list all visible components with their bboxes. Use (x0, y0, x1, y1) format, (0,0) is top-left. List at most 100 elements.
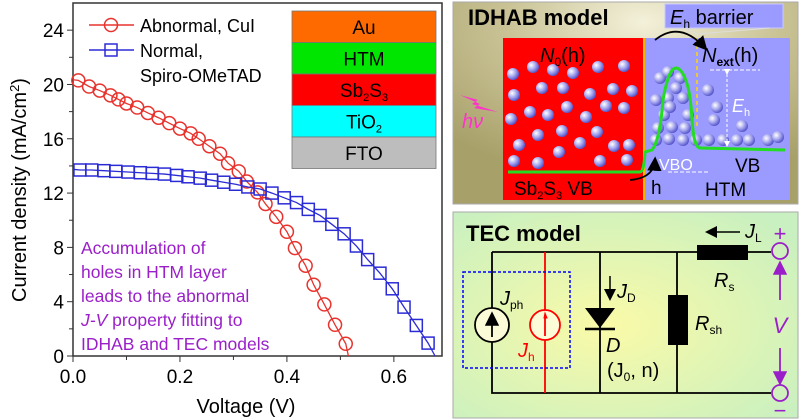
rsh-resistor-icon (668, 295, 688, 345)
diode-label: D (606, 335, 620, 357)
hole-particle (594, 155, 606, 167)
annotation-line-5: IDHAB and TEC models (81, 334, 270, 354)
valence-band-line (508, 66, 786, 174)
hole-particle (654, 72, 666, 84)
y-tick-label: 16 (43, 130, 64, 151)
hole-particle (736, 120, 748, 132)
hole-particle (607, 83, 619, 95)
hole-particle (608, 140, 620, 152)
layer-label: Sb2S3 (340, 81, 388, 104)
htm-vb-label: VB (735, 156, 760, 177)
hole-particle (580, 111, 592, 123)
data-point-abnormal (317, 297, 332, 312)
data-point-abnormal (327, 317, 343, 333)
data-point-abnormal (103, 88, 118, 103)
data-point-abnormal (212, 146, 228, 161)
data-point-abnormal (202, 138, 217, 154)
axis-ticks: 0.0 0.2 0.4 0.6 0 4 8 12 16 20 24 (43, 21, 407, 388)
hole-particle (662, 92, 674, 104)
jh-label: Jh (517, 340, 535, 364)
layer-label: FTO (345, 144, 383, 165)
annotation-line-3: leads to the abnormal (81, 286, 249, 306)
barrier-label-box (664, 3, 784, 29)
idhab-title: IDHAB model (468, 5, 609, 30)
voltage-label: V (773, 313, 790, 338)
data-point-normal (421, 336, 435, 350)
hole-particle (677, 92, 689, 104)
annotation-line-2: holes in HTM layer (81, 262, 227, 282)
layer-label: Au (352, 18, 375, 39)
hole-particle (532, 157, 544, 169)
hole-particle (652, 122, 664, 134)
hole-particle (658, 109, 670, 121)
hole-particle (663, 133, 675, 145)
hole-particle (513, 139, 525, 151)
diode-params-label: (J0, n) (607, 360, 659, 384)
hole-particle (662, 66, 674, 78)
jh-current-source-icon (529, 309, 561, 341)
positive-terminal[interactable] (771, 242, 789, 260)
hole-particle (556, 125, 568, 137)
eh-label: Eh (732, 96, 750, 119)
hole-particle (772, 131, 784, 143)
plus-sign: + (774, 221, 787, 246)
layer-au (291, 10, 437, 43)
n0-label: N0(h) (540, 45, 586, 69)
negative-terminal[interactable] (771, 384, 789, 402)
hole-particle (508, 89, 520, 101)
hole-particle (703, 134, 715, 146)
data-point-normal (373, 266, 387, 280)
hole-particle (600, 100, 612, 112)
data-point-normal (337, 227, 351, 241)
annotation-jv: J-V (80, 310, 110, 330)
data-point-abnormal (306, 277, 321, 292)
hole-particle (557, 82, 569, 94)
hole-particle (508, 155, 520, 167)
x-axis-label: Voltage (V) (197, 396, 296, 418)
hole-particle (731, 134, 743, 146)
data-point-normal (349, 239, 364, 253)
hole-particle (650, 94, 662, 106)
hole-particle (743, 134, 755, 146)
series-layer (71, 73, 436, 357)
hole-particle (717, 134, 729, 146)
data-point-normal (313, 208, 327, 223)
legend: Abnormal, CuI Normal, Spiro-OMeTAD (89, 16, 262, 86)
data-point-abnormal (220, 155, 236, 171)
data-point-normal (169, 168, 184, 183)
hole-particle (702, 84, 714, 96)
hole-particle (527, 61, 539, 73)
jh-arrowhead-icon (543, 311, 548, 319)
htm-label: HTM (705, 180, 746, 201)
sb2s3-region (503, 38, 644, 200)
y-tick-label: 4 (53, 293, 64, 314)
jl-label: JL (744, 221, 762, 245)
x-tick-label: 0.0 (60, 367, 86, 388)
legend-label-abnormal: Abnormal, CuI (140, 16, 255, 36)
data-point-normal (397, 300, 411, 314)
hole-particle (542, 109, 554, 121)
hole-particle (524, 106, 536, 118)
hole-particle (621, 154, 633, 166)
annotation-line-4: J-V property fitting to (80, 310, 242, 330)
hole-particle (670, 82, 682, 94)
y-axis-label-text: Current density (mA/cm (9, 92, 31, 302)
x-tick-label: 0.4 (274, 367, 301, 388)
data-point-abnormal (298, 258, 313, 273)
hop-arrow-icon (654, 30, 708, 51)
hole-particle (547, 64, 559, 76)
vbo-label: VBO (659, 157, 693, 174)
hole-particle (567, 67, 579, 79)
layer-label: HTM (343, 50, 384, 71)
data-point-abnormal (287, 240, 303, 256)
hole-particle (618, 102, 630, 114)
hole-particle (505, 113, 517, 125)
data-point-normal (385, 282, 400, 296)
hole-particle (536, 82, 548, 94)
hole-particle (618, 60, 630, 72)
y-tick-label: 24 (43, 21, 65, 42)
hole-injection-arrow-icon (629, 156, 662, 181)
data-point-abnormal (279, 224, 295, 240)
jph-label: Jph (499, 288, 523, 312)
hole-particle (708, 114, 720, 126)
